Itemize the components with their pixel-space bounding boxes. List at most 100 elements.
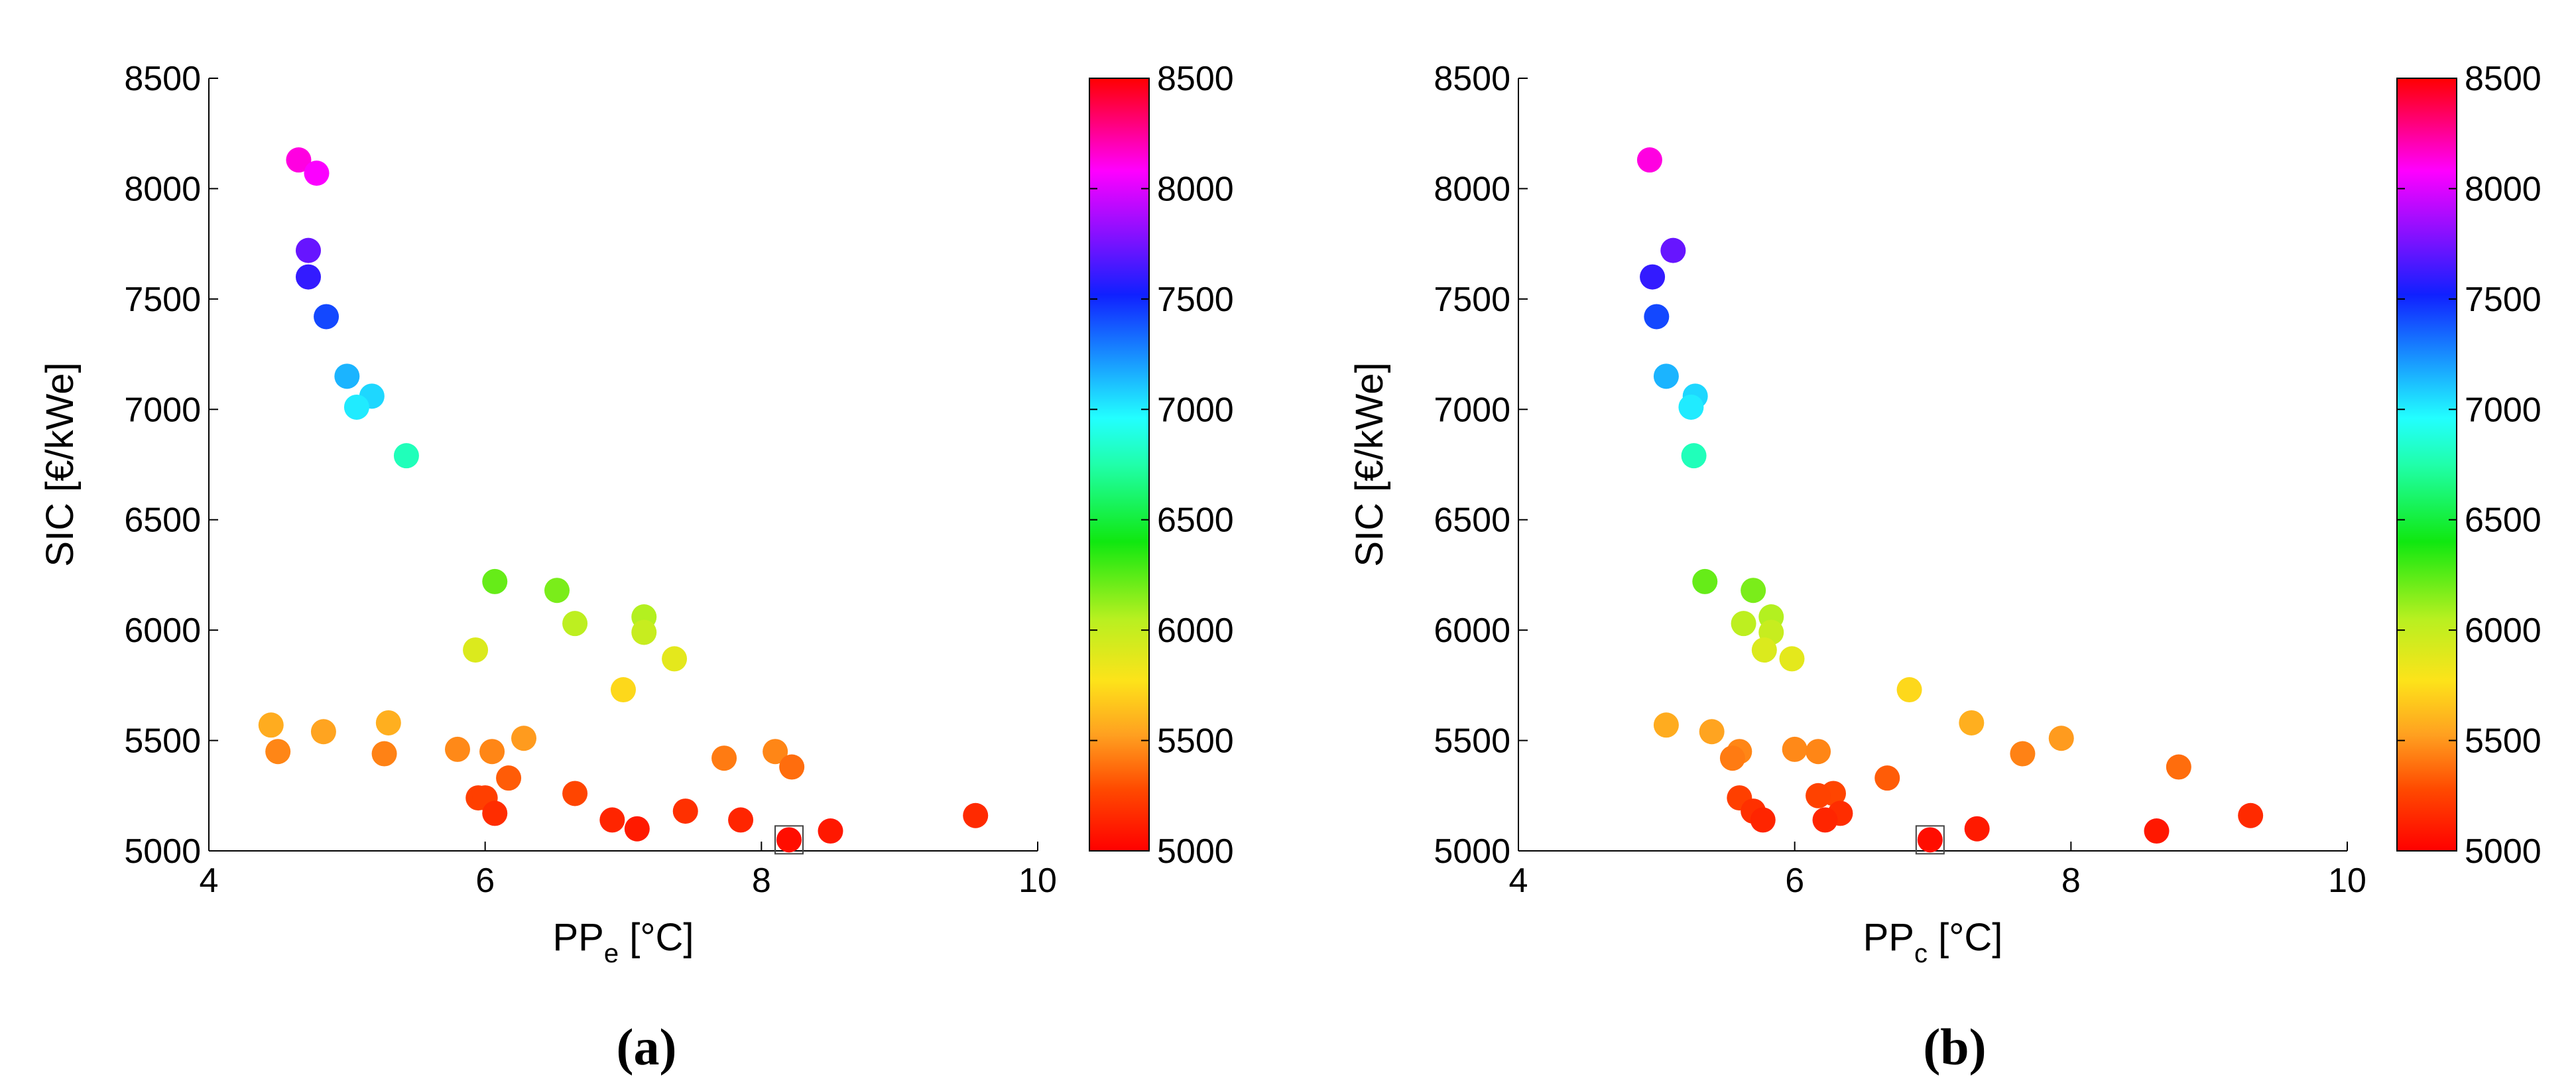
scatter-point xyxy=(445,736,470,762)
scatter-point xyxy=(286,147,312,173)
scatter-point xyxy=(511,726,536,751)
scatter-point xyxy=(1640,264,1666,290)
scatter-point xyxy=(1896,677,1922,703)
scatter-point xyxy=(624,816,650,842)
y-axis-label: SIC [€/kWe] xyxy=(38,362,82,566)
colorbar xyxy=(1089,78,1150,852)
scatter-point xyxy=(1750,807,1776,833)
y-tick-label: 7500 xyxy=(1434,281,1510,319)
scatter-point xyxy=(1653,363,1679,389)
y-tick-label: 8000 xyxy=(124,170,201,208)
scatter-point xyxy=(1636,147,1662,173)
x-tick-label: 4 xyxy=(200,861,219,900)
scatter-point xyxy=(1653,712,1679,738)
y-tick-label: 8500 xyxy=(1434,60,1510,98)
scatter-point xyxy=(371,741,397,767)
scatter-point xyxy=(463,637,489,663)
scatter-point xyxy=(1719,745,1745,771)
scatter-point xyxy=(562,611,588,637)
colorbar xyxy=(2396,78,2457,852)
scatter-point xyxy=(1681,443,1707,469)
colorbar-tick-label: 5000 xyxy=(2465,832,2542,871)
scatter-point xyxy=(1806,783,1831,808)
chart-panel-b: 5000 5500 6000 6500 7000 7500 8000 8500 4 6 8 10 SIC… xyxy=(1348,60,2542,1076)
scatter-point xyxy=(611,677,636,703)
y-tick-label: 7500 xyxy=(124,281,201,319)
colorbar-tick-label: 5500 xyxy=(1157,722,1234,761)
scatter-point xyxy=(310,719,336,745)
scatter-point xyxy=(1959,710,1985,735)
scatter-point xyxy=(2048,726,2074,751)
scatter-point xyxy=(479,739,505,765)
scatter-point xyxy=(304,160,330,186)
scatter-point xyxy=(482,800,508,826)
scatter-point xyxy=(672,798,698,824)
scatter-point xyxy=(1678,394,1704,420)
scatter-point xyxy=(1806,739,1831,765)
y-tick-label: 6000 xyxy=(124,611,201,650)
scatter-point xyxy=(1751,637,1777,663)
scatter-point xyxy=(1782,736,1808,762)
y-tick-label: 7000 xyxy=(1434,391,1510,429)
scatter-point xyxy=(482,568,508,594)
scatter-point xyxy=(776,827,802,853)
colorbar-tick-label: 8500 xyxy=(1157,60,1234,98)
colorbar-tick-label: 6000 xyxy=(1157,611,1234,650)
scatter-point xyxy=(544,578,570,604)
scatter-point xyxy=(1812,807,1838,833)
scatter-point xyxy=(1644,304,1670,330)
scatter-point xyxy=(763,739,788,765)
colorbar-tick-label: 5500 xyxy=(2465,722,2542,761)
y-tick-label: 5500 xyxy=(1434,722,1510,761)
scatter-point xyxy=(728,807,754,833)
scatter-point xyxy=(1741,578,1766,604)
scatter-point xyxy=(258,712,284,738)
scatter-point xyxy=(662,646,688,672)
colorbar-tick-label: 7500 xyxy=(2465,281,2542,319)
y-tick-label: 6500 xyxy=(124,501,201,540)
scatter-point xyxy=(779,754,805,780)
x-axis-label-main: PP xyxy=(1863,916,1914,959)
x-tick-label: 6 xyxy=(475,861,495,900)
colorbar-tick-label: 8500 xyxy=(2465,60,2542,98)
x-axis-label-unit: [°C] xyxy=(619,916,694,959)
y-tick-label: 8500 xyxy=(124,60,201,98)
x-axis-label-main: PP xyxy=(552,916,603,959)
y-tick-label: 5000 xyxy=(1434,832,1510,871)
scatter-point xyxy=(334,363,360,389)
colorbar-tick-label: 7500 xyxy=(1157,281,1234,319)
scatter-point xyxy=(1660,237,1686,263)
selected-point-box xyxy=(774,825,804,855)
scatter-point xyxy=(496,765,522,791)
x-tick-label: 10 xyxy=(1018,861,1057,900)
scatter-point xyxy=(375,710,401,735)
scatter-point xyxy=(1692,568,1718,594)
colorbar-tick-label: 5000 xyxy=(1157,832,1234,871)
scatter-point xyxy=(2010,741,2036,767)
x-axis-label: PPe [°C] xyxy=(552,916,694,968)
chart-panel-a: 5000 5500 6000 6500 7000 7500 8000 8500 4 6 8 10 SIC… xyxy=(38,60,1234,1076)
x-tick-label: 8 xyxy=(752,861,771,900)
x-axis-label-subscript: c xyxy=(1914,939,1928,968)
scatter-point xyxy=(343,394,369,420)
x-tick-label: 10 xyxy=(2328,861,2366,900)
x-tick-label: 6 xyxy=(1785,861,1804,900)
scatter-point xyxy=(393,443,419,469)
colorbar-tick-label: 6500 xyxy=(2465,501,2542,540)
colorbar-tick-label: 6500 xyxy=(1157,501,1234,540)
scatter-point xyxy=(963,802,989,828)
y-tick-label: 8000 xyxy=(1434,170,1510,208)
scatter-point xyxy=(2166,754,2191,780)
colorbar-tick-label: 7000 xyxy=(1157,391,1234,429)
y-tick-label: 6000 xyxy=(1434,611,1510,650)
scatter-point xyxy=(631,619,657,645)
scatter-point xyxy=(314,304,339,330)
scatter-point xyxy=(818,818,843,844)
x-tick-label: 4 xyxy=(1509,861,1528,900)
scatter-point xyxy=(296,264,321,290)
scatter-point xyxy=(1917,827,1943,853)
scatter-point xyxy=(562,781,588,806)
scatter-point xyxy=(711,745,737,771)
x-axis-label-subscript: e xyxy=(604,939,619,968)
